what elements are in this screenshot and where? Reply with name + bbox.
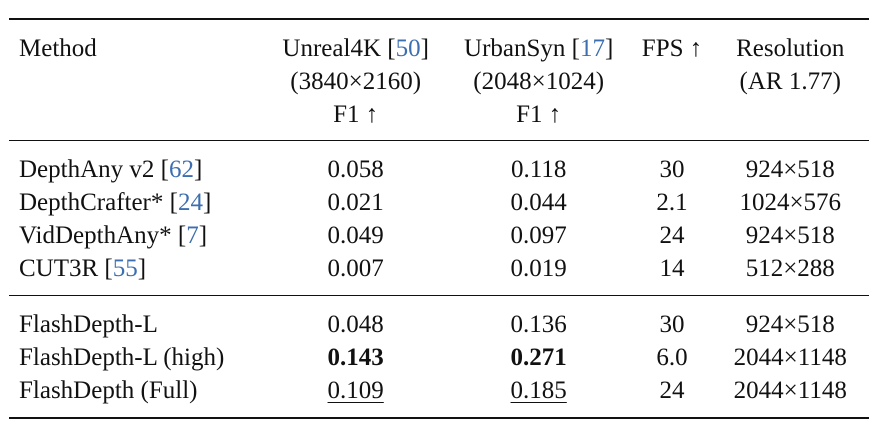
fps-cell: 30 (659, 311, 685, 338)
results-table-container: Method Unreal4K [50] UrbanSyn [17] FPS ↑… (9, 18, 869, 419)
resolution-cell: 924×518 (745, 222, 835, 249)
table-row: VidDepthAny* [7] 0.049 0.097 24 924×518 (9, 219, 869, 252)
fps-cell: 30 (659, 156, 685, 183)
method-cell: CUT3R [55] (9, 252, 267, 296)
citation-link[interactable]: 62 (168, 156, 194, 183)
unreal-f1-cell: 0.007 (327, 255, 384, 282)
table-header: Method Unreal4K [50] UrbanSyn [17] FPS ↑… (9, 19, 869, 141)
unreal-f1-cell: 0.048 (327, 311, 384, 338)
fps-cell: 6.0 (656, 344, 688, 371)
fps-cell: 24 (659, 222, 685, 249)
urban-f1-cell: 0.019 (510, 255, 567, 282)
header-unreal4k-resolution: (3840×2160) (290, 68, 422, 95)
unreal-f1-second-value: 0.109 (327, 377, 384, 404)
resolution-cell: 924×518 (745, 311, 835, 338)
method-cell: FlashDepth-L (high) (19, 344, 225, 371)
resolution-cell: 924×518 (745, 156, 835, 183)
table-row: FlashDepth (Full) 0.109 0.185 24 2044×11… (9, 374, 869, 418)
citation-link[interactable]: 7 (186, 222, 199, 249)
method-cell: VidDepthAny* [7] (9, 219, 267, 252)
header-row-1: Method Unreal4K [50] UrbanSyn [17] FPS ↑… (9, 19, 869, 65)
header-row-2: (3840×2160) (2048×1024) (AR 1.77) (9, 65, 869, 98)
header-unreal4k: Unreal4K [50] (267, 19, 445, 65)
flashdepth-group: FlashDepth-L 0.048 0.136 30 924×518 Flas… (9, 295, 869, 418)
fps-cell: 2.1 (656, 189, 688, 216)
unreal-f1-cell: 0.021 (327, 189, 384, 216)
unreal-f1-cell: 0.058 (327, 156, 384, 183)
table-row: FlashDepth-L (high) 0.143 0.271 6.0 2044… (9, 341, 869, 374)
header-resolution: Resolution (736, 35, 845, 62)
header-aspect-ratio: (AR 1.77) (739, 68, 841, 95)
unreal-f1-best-cell: 0.143 (327, 344, 384, 371)
method-name: CUT3R [ (19, 255, 113, 282)
header-fps: FPS ↑ (641, 35, 703, 62)
header-method: Method (19, 35, 97, 62)
unreal-f1-cell: 0.049 (327, 222, 384, 249)
method-cell: FlashDepth-L (19, 311, 158, 338)
bracket-close: ] (420, 35, 429, 62)
bracket-close: ] (202, 189, 212, 216)
header-unreal4k-metric: F1 ↑ (333, 101, 379, 128)
method-name: DepthAny v2 [ (19, 156, 169, 183)
method-name: VidDepthAny* [ (19, 222, 187, 249)
urban-f1-best-cell: 0.271 (510, 344, 567, 371)
urban-f1-cell: 0.136 (510, 311, 567, 338)
bracket-close: ] (604, 35, 614, 62)
header-urbansyn-resolution: (2048×1024) (473, 68, 605, 95)
header-urbansyn: UrbanSyn [17] (445, 19, 633, 65)
results-table: Method Unreal4K [50] UrbanSyn [17] FPS ↑… (9, 18, 869, 419)
header-unreal4k-name: Unreal4K [ (282, 35, 396, 62)
bracket-close: ] (137, 255, 147, 282)
resolution-cell: 2044×1148 (733, 377, 847, 404)
urban-f1-cell: 0.044 (510, 189, 567, 216)
header-urbansyn-name: UrbanSyn [ (464, 35, 580, 62)
table-row: DepthAny v2 [62] 0.058 0.118 30 924×518 (9, 140, 869, 187)
header-urbansyn-metric: F1 ↑ (516, 101, 562, 128)
fps-cell: 24 (659, 377, 685, 404)
table-row: FlashDepth-L 0.048 0.136 30 924×518 (9, 295, 869, 342)
urban-f1-second-cell: 0.185 (445, 374, 633, 418)
table-row: CUT3R [55] 0.007 0.019 14 512×288 (9, 252, 869, 296)
resolution-cell: 2044×1148 (733, 344, 847, 371)
unreal-f1-second-cell: 0.109 (267, 374, 445, 418)
header-row-3: F1 ↑ F1 ↑ (9, 98, 869, 141)
urban-f1-cell: 0.118 (511, 156, 567, 183)
method-cell: FlashDepth (Full) (19, 377, 198, 404)
citation-link[interactable]: 24 (177, 189, 203, 216)
citation-link[interactable]: 17 (579, 35, 605, 62)
urban-f1-cell: 0.097 (510, 222, 567, 249)
method-cell: DepthCrafter* [24] (9, 186, 267, 219)
resolution-cell: 512×288 (745, 255, 835, 282)
urban-f1-second-value: 0.185 (510, 377, 567, 404)
method-name: DepthCrafter* [ (19, 189, 178, 216)
resolution-cell: 1024×576 (739, 189, 842, 216)
method-cell: DepthAny v2 [62] (9, 141, 267, 187)
bracket-close: ] (198, 222, 208, 249)
citation-link[interactable]: 50 (395, 35, 421, 62)
table-row: DepthCrafter* [24] 0.021 0.044 2.1 1024×… (9, 186, 869, 219)
fps-cell: 14 (659, 255, 685, 282)
citation-link[interactable]: 55 (112, 255, 138, 282)
baseline-group: DepthAny v2 [62] 0.058 0.118 30 924×518 … (9, 140, 869, 296)
bracket-close: ] (193, 156, 203, 183)
